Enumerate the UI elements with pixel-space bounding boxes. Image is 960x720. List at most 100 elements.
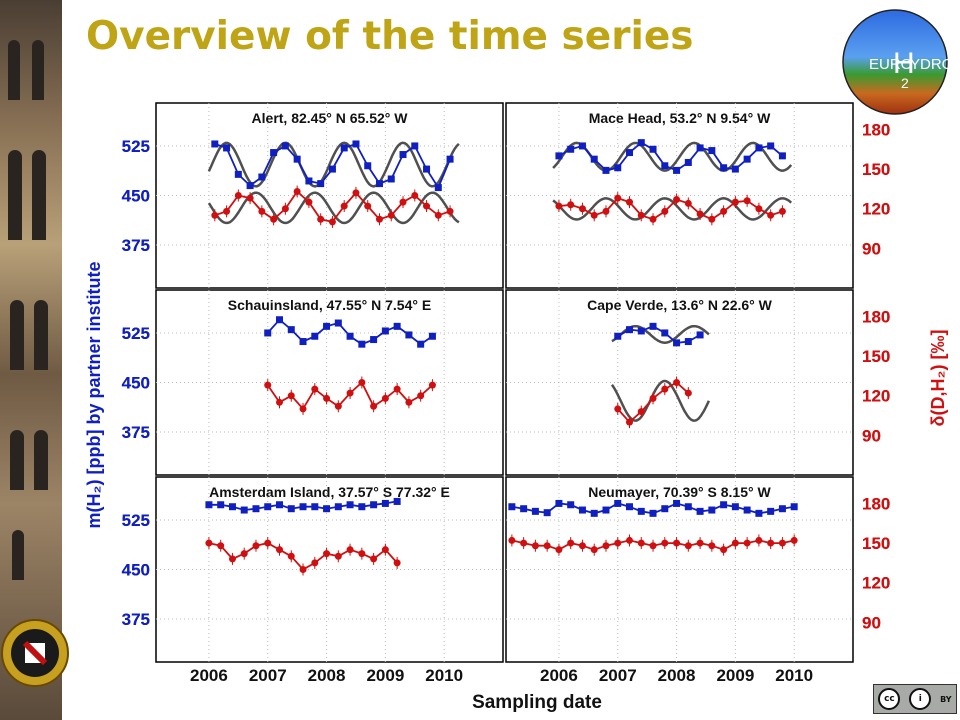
right-tick-label: 180 (862, 120, 890, 139)
left-tick-label: 525 (122, 137, 150, 156)
left-tick-label: 450 (122, 187, 150, 206)
delta-point (234, 192, 242, 199)
mh2-point (590, 155, 598, 163)
left-tick-label: 375 (122, 423, 150, 442)
mh2-point (720, 501, 728, 509)
right-tick-label: 180 (862, 307, 890, 326)
mh2-point (543, 509, 551, 517)
panel-label: Alert, 82.45° N 65.52° W (252, 110, 409, 126)
logo-text-ydros: YDROS (910, 56, 949, 73)
mh2-point (755, 144, 763, 152)
mh2-point (323, 322, 331, 330)
delta-point (323, 550, 331, 558)
delta-point (381, 394, 389, 402)
mh2-point (346, 501, 354, 509)
right-tick-label: 150 (862, 160, 890, 179)
mh2-point (778, 505, 786, 513)
delta-point (567, 201, 575, 209)
delta-point (434, 211, 442, 219)
delta-point (708, 542, 716, 550)
delta-point (755, 205, 763, 213)
left-tick-label: 375 (122, 236, 150, 255)
x-axis-label: Sampling date (472, 692, 602, 713)
panel-label: Schauinsland, 47.55° N 7.54° E (228, 297, 431, 313)
delta-point (778, 207, 786, 215)
delta-point (626, 418, 634, 426)
slide-title: Overview of the time series (86, 14, 694, 59)
left-tick-label: 450 (122, 561, 150, 580)
delta-point (590, 546, 598, 554)
delta-point (614, 194, 622, 202)
delta-point (205, 539, 213, 547)
delta-point (696, 210, 704, 218)
x-tick-label: 2009 (366, 666, 404, 685)
mh2-point (311, 332, 319, 340)
mh2-point (381, 327, 389, 335)
left-tick-label: 375 (122, 610, 150, 629)
mh2-point (358, 503, 366, 511)
delta-point (387, 211, 395, 219)
delta-point (276, 546, 284, 554)
delta-point (708, 215, 716, 223)
mh2-point (731, 165, 739, 173)
delta-point (358, 379, 366, 386)
mh2-point (258, 173, 266, 181)
panel-1: Mace Head, 53.2° N 9.54° W (505, 102, 854, 289)
panel-label: Amsterdam Island, 37.57° S 77.32° E (209, 484, 450, 500)
left-tick-label: 450 (122, 374, 150, 393)
mh2-point (370, 501, 378, 509)
mh2-point (755, 509, 763, 517)
mh2-point (767, 507, 775, 515)
right-tick-label: 150 (862, 534, 890, 553)
panel-frame (155, 289, 504, 476)
left-tick-label: 525 (122, 511, 150, 530)
delta-point (417, 392, 425, 400)
mh2-point (649, 145, 657, 153)
mh2-point (293, 155, 301, 163)
mh2-point (270, 149, 278, 157)
logo-text-h: H (893, 47, 915, 80)
mh2-point (637, 507, 645, 515)
left-tick-label: 525 (122, 137, 150, 156)
delta-point (531, 542, 539, 550)
delta-point (614, 539, 622, 547)
y-axis-label-left: m(H₂) [ppb] by partner institute (84, 262, 104, 529)
right-tick-label: 120 (862, 200, 890, 219)
delta-point (358, 550, 366, 558)
delta-point (626, 536, 634, 544)
mh2-point (340, 144, 348, 152)
mh2-point (205, 501, 213, 509)
mh2-point (334, 319, 342, 327)
mh2-point (790, 503, 798, 511)
delta-point (293, 188, 301, 196)
mh2-point (731, 503, 739, 511)
mh2-point (531, 507, 539, 515)
mh2-point (567, 501, 575, 509)
mh2-point (423, 165, 431, 173)
left-tick-label: 375 (122, 423, 150, 442)
delta-point (364, 202, 372, 210)
mh2-point (434, 184, 442, 192)
mh2-point (358, 340, 366, 348)
x-tick-label: 2006 (540, 666, 578, 685)
delta-point (264, 381, 272, 389)
delta-point (649, 394, 657, 402)
y-axis-label-right: δ(D,H₂) [‰] (928, 330, 948, 427)
right-tick-label: 150 (862, 347, 890, 366)
mh2-point (614, 164, 622, 172)
x-tick-label: 2010 (775, 666, 813, 685)
mh2-point (649, 322, 657, 330)
delta-point (543, 542, 551, 550)
left-tick-label: 525 (122, 324, 150, 343)
left-tick-label: 450 (122, 187, 150, 206)
right-tick-label: 120 (862, 387, 890, 406)
mh2-point (555, 499, 563, 507)
delta-point (393, 385, 401, 393)
panel-4: Amsterdam Island, 37.57° S 77.32° E (155, 476, 504, 663)
x-tick-label: 2009 (716, 666, 754, 685)
delta-point (405, 398, 413, 406)
mh2-point (240, 506, 248, 514)
creative-commons-badge[interactable]: cc i BY (873, 684, 957, 714)
delta-point (673, 539, 681, 547)
mh2-point (399, 151, 407, 159)
